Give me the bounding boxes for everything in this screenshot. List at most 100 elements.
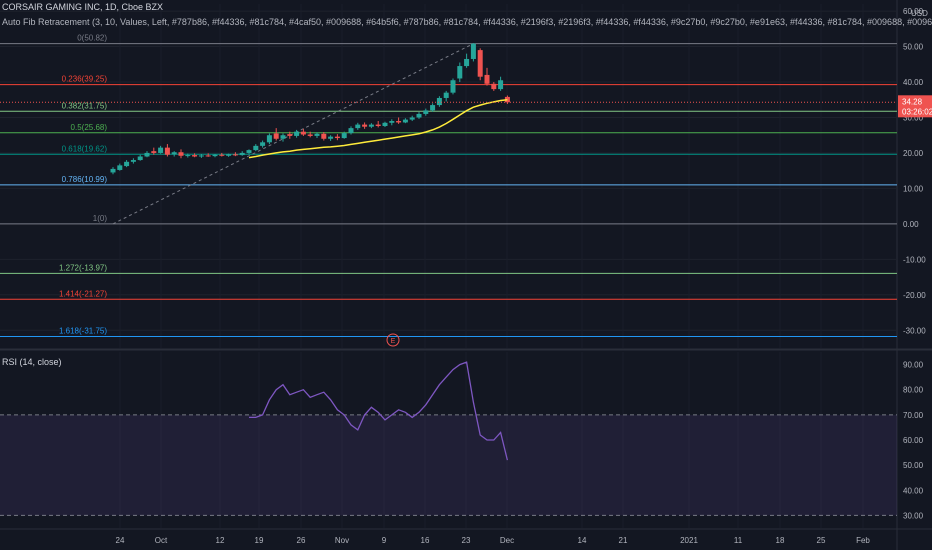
time-tick-label: Nov [335, 536, 349, 545]
candle-body [382, 122, 388, 126]
candle-body [314, 133, 320, 136]
candle-body [171, 152, 177, 155]
fib-level-label: 1.618(-31.75) [59, 326, 107, 335]
candle-body [484, 74, 490, 84]
earnings-label: E [391, 338, 396, 345]
time-tick-label: 21 [619, 536, 628, 545]
candle-body [348, 128, 354, 134]
candle-body [436, 97, 442, 106]
candle-body [266, 135, 272, 143]
rsi-tick-label: 80.00 [903, 386, 924, 395]
current-price-tag [898, 95, 932, 118]
candle-body [232, 154, 238, 156]
candle-body [205, 155, 211, 157]
candle-body [137, 156, 143, 161]
candle-body [355, 124, 361, 129]
candle-body [457, 66, 463, 79]
price-tick-label: -20.00 [903, 291, 926, 300]
time-tick-label: 18 [776, 536, 785, 545]
candle-body [450, 80, 456, 93]
price-tick-label: -30.00 [903, 326, 926, 335]
time-tick-label: Dec [500, 536, 514, 545]
candle-body [430, 105, 436, 111]
current-price-label: 34.28 [902, 97, 923, 106]
candle-body [117, 165, 123, 170]
candle-body [300, 131, 306, 135]
fib-level-label: 0.786(10.99) [62, 175, 108, 184]
candle-body [158, 147, 164, 153]
candle-body [273, 133, 279, 139]
candle-body [164, 147, 170, 155]
candle-body [253, 145, 259, 151]
candle-body [307, 134, 313, 136]
currency-label: USD [911, 9, 928, 18]
time-tick-label: 14 [578, 536, 587, 545]
candle-body [402, 119, 408, 123]
candle-body [144, 152, 150, 157]
candle-body [416, 113, 422, 118]
fib-trend-line [112, 43, 474, 225]
candle-body [198, 155, 204, 157]
chart-title: CORSAIR GAMING INC, 1D, Cboe BZX [2, 2, 164, 12]
candle-body [294, 131, 300, 136]
candle-body [110, 168, 116, 173]
candle-body [151, 151, 157, 153]
candle-body [192, 155, 198, 157]
candle-body [328, 136, 334, 139]
time-tick-label: 11 [734, 536, 743, 545]
rsi-band-fill [0, 414, 897, 516]
candle-body [409, 117, 415, 120]
price-tick-label: 0.00 [903, 220, 919, 229]
price-tick-label: 30.00 [903, 113, 924, 122]
time-tick-label: 12 [216, 536, 225, 545]
time-tick-label: 25 [817, 536, 826, 545]
candle-body [491, 83, 497, 90]
time-tick-label: Feb [856, 536, 870, 545]
candle-body [321, 133, 327, 139]
candle-body [396, 121, 402, 123]
rsi-tick-label: 30.00 [903, 511, 924, 520]
price-tick-label: -10.00 [903, 255, 926, 264]
price-tick-label: 50.00 [903, 43, 924, 52]
time-tick-label: 23 [462, 536, 471, 545]
fib-level-label: 0.236(39.25) [62, 75, 108, 84]
candle-body [341, 133, 347, 139]
time-tick-label: 19 [255, 536, 264, 545]
candle-body [239, 152, 245, 156]
rsi-tick-label: 90.00 [903, 361, 924, 370]
candle-body [375, 124, 381, 126]
candle-body [423, 110, 429, 114]
time-tick-label: 2021 [680, 536, 698, 545]
candle-body [260, 142, 266, 146]
fib-indicator-legend[interactable]: Auto Fib Retracement (3, 10, Values, Lef… [2, 17, 932, 27]
candle-body [464, 58, 470, 67]
earnings-marker [386, 333, 400, 347]
candle-body [443, 92, 449, 98]
candle-body [362, 124, 368, 127]
countdown-label: 03:26:02 [902, 107, 932, 116]
time-tick-label: 26 [297, 536, 306, 545]
rsi-tick-label: 70.00 [903, 411, 924, 420]
rsi-title[interactable]: RSI (14, close) [2, 357, 62, 367]
fib-level-label: 1(0) [93, 214, 108, 223]
fib-level-label: 0.382(31.75) [62, 101, 108, 110]
candle-body [470, 43, 476, 59]
fib-level-label: 0.618(19.62) [62, 144, 108, 153]
fib-level-label: 0(50.82) [77, 34, 107, 43]
price-tick-label: 60.00 [903, 7, 924, 16]
price-axis-panel [897, 0, 932, 550]
rsi-tick-label: 60.00 [903, 436, 924, 445]
rsi-tick-label: 50.00 [903, 461, 924, 470]
time-tick-label: Oct [155, 536, 168, 545]
time-tick-label: 16 [421, 536, 430, 545]
price-tick-label: 20.00 [903, 149, 924, 158]
candle-body [498, 80, 504, 90]
candle-body [130, 160, 136, 162]
candle-body [504, 96, 510, 103]
candle-body [178, 152, 184, 156]
candle-body [212, 154, 218, 157]
candle-body [389, 121, 395, 123]
candle-body [287, 134, 293, 136]
price-tick-label: 10.00 [903, 184, 924, 193]
